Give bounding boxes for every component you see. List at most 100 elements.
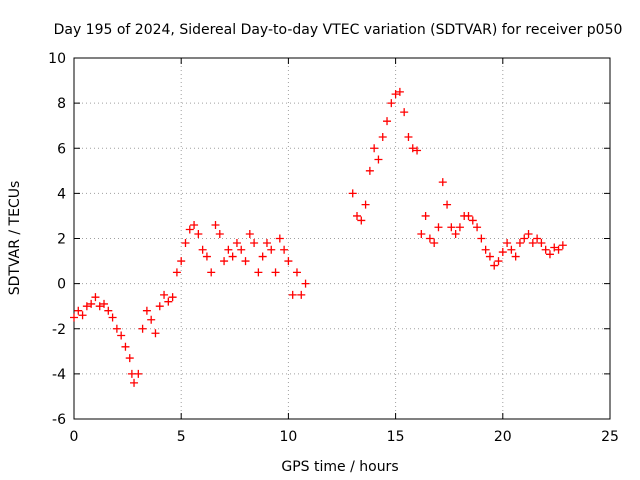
- data-point: [558, 241, 567, 250]
- data-point: [232, 239, 241, 248]
- data-point: [365, 166, 374, 175]
- data-point: [550, 243, 559, 252]
- data-point: [130, 378, 139, 387]
- data-point: [284, 257, 293, 266]
- data-point: [425, 234, 434, 243]
- data-point: [468, 216, 477, 225]
- data-point: [455, 223, 464, 232]
- data-point: [430, 239, 439, 248]
- data-point: [168, 293, 177, 302]
- data-point: [95, 302, 104, 311]
- chart-title: Day 195 of 2024, Sidereal Day-to-day VTE…: [54, 22, 623, 38]
- y-tick-label: -6: [52, 412, 66, 428]
- grid-lines: [74, 58, 610, 419]
- y-tick-label: 8: [57, 96, 66, 112]
- data-point: [258, 252, 267, 261]
- data-point: [151, 329, 160, 338]
- data-point: [438, 178, 447, 187]
- x-axis-label: GPS time / hours: [281, 459, 398, 475]
- data-point: [443, 200, 452, 209]
- y-axis-label: SDTVAR / TECUs: [7, 181, 23, 296]
- data-point: [477, 234, 486, 243]
- data-point: [134, 369, 143, 378]
- data-point: [194, 229, 203, 238]
- data-point: [473, 223, 482, 232]
- data-point: [245, 229, 254, 238]
- data-point: [177, 257, 186, 266]
- data-point: [112, 324, 121, 333]
- data-point: [498, 248, 507, 257]
- data-point: [511, 252, 520, 261]
- data-point: [164, 297, 173, 306]
- data-point: [404, 132, 413, 141]
- data-points: [70, 87, 567, 387]
- data-point: [215, 229, 224, 238]
- y-tick-label: 10: [48, 51, 66, 67]
- data-point: [108, 313, 117, 322]
- data-point: [395, 87, 404, 96]
- data-point: [70, 313, 78, 322]
- data-point: [271, 268, 280, 277]
- data-point: [220, 257, 229, 266]
- data-point: [537, 239, 546, 248]
- data-point: [74, 306, 83, 315]
- axis-ticks: 0 5 10 15 20 25 -6 -4 -2 0 2 4 6 8 10: [48, 51, 619, 445]
- data-point: [434, 223, 443, 232]
- data-point: [87, 299, 96, 308]
- data-point: [91, 293, 100, 302]
- data-point: [485, 252, 494, 261]
- x-tick-label: 25: [601, 429, 619, 445]
- data-point: [545, 250, 554, 259]
- data-point: [520, 234, 529, 243]
- data-point: [78, 311, 87, 320]
- data-point: [541, 245, 550, 254]
- y-tick-label: -4: [52, 367, 66, 383]
- data-point: [125, 354, 134, 363]
- data-point: [211, 220, 220, 229]
- y-tick-label: 2: [57, 232, 66, 248]
- data-point: [241, 257, 250, 266]
- data-point: [533, 234, 542, 243]
- data-point: [292, 268, 301, 277]
- data-point: [117, 331, 126, 340]
- data-point: [142, 306, 151, 315]
- data-point: [361, 200, 370, 209]
- data-point: [370, 144, 379, 153]
- data-point: [207, 268, 216, 277]
- y-tick-label: 0: [57, 277, 66, 293]
- data-point: [515, 239, 524, 248]
- data-point: [503, 239, 512, 248]
- x-tick-label: 5: [177, 429, 186, 445]
- data-point: [147, 315, 156, 324]
- y-tick-label: 4: [57, 186, 66, 202]
- data-point: [507, 245, 516, 254]
- data-point: [391, 90, 400, 99]
- data-point: [100, 299, 109, 308]
- data-point: [421, 211, 430, 220]
- y-tick-label: 6: [57, 141, 66, 157]
- data-point: [413, 146, 422, 155]
- y-tick-label: -2: [52, 322, 66, 338]
- data-point: [254, 268, 263, 277]
- data-point: [417, 229, 426, 238]
- data-point: [202, 252, 211, 261]
- data-point: [224, 245, 233, 254]
- data-point: [181, 239, 190, 248]
- data-point: [357, 216, 366, 225]
- data-point: [378, 132, 387, 141]
- data-point: [185, 225, 194, 234]
- data-point: [155, 302, 164, 311]
- data-point: [481, 245, 490, 254]
- data-point: [121, 342, 130, 351]
- data-point: [160, 290, 169, 299]
- data-point: [353, 211, 362, 220]
- x-tick-label: 0: [70, 429, 79, 445]
- data-point: [383, 117, 392, 126]
- data-point: [280, 245, 289, 254]
- data-point: [297, 290, 306, 299]
- data-point: [82, 302, 91, 311]
- data-point: [554, 245, 563, 254]
- data-point: [400, 108, 409, 117]
- data-point: [104, 306, 113, 315]
